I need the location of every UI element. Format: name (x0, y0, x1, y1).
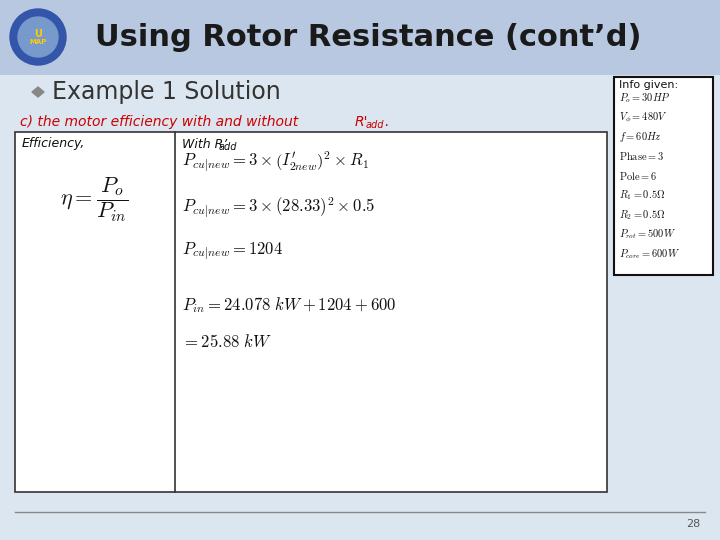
Text: $\mathrm{Phase} = 3$: $\mathrm{Phase} = 3$ (619, 151, 665, 163)
Text: $P_{cu|new} = 3\times\left(I^{\prime}_{2new}\right)^{2}\times R_{1}$: $P_{cu|new} = 3\times\left(I^{\prime}_{2… (182, 150, 369, 174)
Text: Example 1 Solution: Example 1 Solution (52, 80, 281, 104)
Text: .: . (384, 115, 388, 129)
Text: $P_{cu|new} = 1204$: $P_{cu|new} = 1204$ (182, 241, 283, 263)
Text: $P_{cu|new} = 3\times(28.33)^{2}\times 0.5$: $P_{cu|new} = 3\times(28.33)^{2}\times 0… (182, 195, 375, 220)
Text: With R’: With R’ (182, 138, 228, 151)
Circle shape (10, 9, 66, 65)
Text: $f = 60Hz$: $f = 60Hz$ (619, 130, 662, 144)
Bar (614, 77, 713, 275)
Bar (15, 132, 607, 492)
Text: $V_\phi = 480V$: $V_\phi = 480V$ (619, 110, 667, 125)
Text: Info given:: Info given: (619, 80, 678, 90)
Text: $P_{in} = 24.078\ kW + 1204 + 600$: $P_{in} = 24.078\ kW + 1204 + 600$ (182, 295, 396, 315)
Text: add: add (366, 120, 384, 130)
Text: $P_{core} = 600W$: $P_{core} = 600W$ (619, 247, 680, 261)
Bar (0, 0, 720, 75)
Text: c) the motor efficiency with and without: c) the motor efficiency with and without (20, 115, 302, 129)
Text: 28: 28 (685, 519, 700, 529)
Text: $P_{rot} = 500W$: $P_{rot} = 500W$ (619, 228, 676, 241)
Text: $\mathrm{Pole} = 6$: $\mathrm{Pole} = 6$ (619, 170, 657, 182)
Text: $P_o = 30HP$: $P_o = 30HP$ (619, 91, 670, 105)
Text: $R_1 = 0.5\Omega$: $R_1 = 0.5\Omega$ (619, 188, 665, 202)
Text: $\eta = \dfrac{P_o}{P_{in}}$: $\eta = \dfrac{P_o}{P_{in}}$ (60, 176, 128, 224)
Text: $= 25.88\ kW$: $= 25.88\ kW$ (182, 333, 272, 351)
Text: $R_2 = 0.5\Omega$: $R_2 = 0.5\Omega$ (619, 208, 665, 222)
Text: Using Rotor Resistance (cont’d): Using Rotor Resistance (cont’d) (95, 23, 642, 51)
Text: add: add (219, 142, 238, 152)
Circle shape (18, 17, 58, 57)
Bar (0, 75, 720, 540)
Text: Efficiency,: Efficiency, (22, 138, 86, 151)
Text: R': R' (355, 115, 369, 129)
Text: U: U (34, 29, 42, 39)
Polygon shape (32, 87, 44, 97)
Text: MAP: MAP (30, 39, 47, 45)
